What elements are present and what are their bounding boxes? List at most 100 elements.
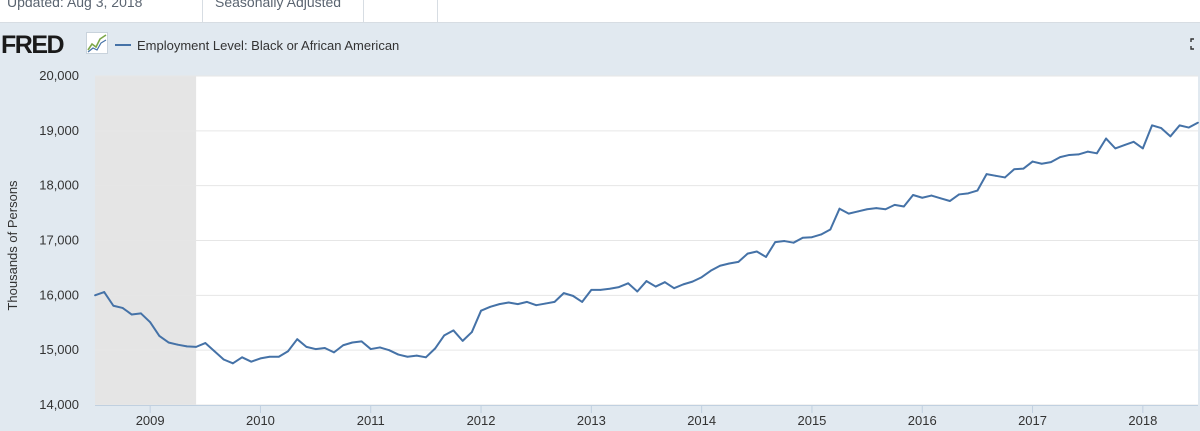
data-point	[1141, 147, 1144, 150]
data-point	[930, 194, 933, 197]
data-point	[847, 212, 850, 215]
data-point	[213, 350, 216, 353]
data-point	[1178, 124, 1181, 127]
data-point	[967, 192, 970, 195]
data-point	[526, 301, 528, 303]
data-point	[323, 347, 326, 349]
data-point	[314, 348, 317, 350]
data-point	[1004, 176, 1006, 179]
data-point	[489, 305, 492, 308]
data-point	[765, 256, 767, 258]
data-point	[985, 173, 988, 176]
data-point	[333, 351, 335, 354]
data-point	[1031, 160, 1034, 163]
data-point	[627, 282, 630, 285]
data-point	[204, 342, 207, 344]
data-point	[618, 286, 620, 289]
y-tick-label: 20,000	[39, 68, 79, 83]
data-point	[1151, 124, 1153, 127]
data-point	[857, 210, 859, 213]
data-point	[572, 294, 574, 297]
expand-icon[interactable]	[1190, 38, 1200, 50]
data-point	[544, 302, 547, 305]
data-point	[397, 353, 400, 356]
data-point	[434, 347, 436, 350]
x-tick-label: 2012	[467, 413, 496, 428]
data-point	[1059, 156, 1062, 159]
data-point	[452, 329, 455, 332]
data-point	[581, 301, 584, 303]
data-point	[360, 340, 363, 343]
data-point	[801, 236, 804, 239]
data-point	[1132, 140, 1135, 143]
updated-date: Updated: Aug 3, 2018	[7, 0, 143, 10]
data-point	[287, 350, 289, 353]
data-point	[516, 303, 519, 306]
data-point	[369, 348, 372, 350]
data-point	[167, 341, 170, 344]
data-point	[1022, 167, 1025, 170]
divider	[437, 0, 438, 22]
data-point	[645, 280, 648, 282]
data-point	[884, 208, 887, 211]
data-point	[535, 304, 538, 307]
data-point	[902, 205, 905, 208]
data-point	[700, 276, 703, 279]
legend-swatch	[115, 44, 131, 46]
data-point	[774, 241, 777, 244]
data-point	[939, 197, 942, 200]
data-point	[470, 331, 473, 333]
data-point	[1095, 152, 1098, 155]
data-point	[259, 357, 262, 360]
data-point	[663, 281, 666, 284]
data-point	[406, 355, 409, 358]
data-point	[719, 264, 721, 267]
data-point	[1123, 144, 1126, 146]
y-tick-label: 14,000	[39, 397, 79, 412]
line-chart[interactable]: 14,000 15,000 16,000 17,000 18,000 19,000 20,0…	[0, 23, 1200, 431]
data-point	[388, 349, 391, 352]
data-point	[507, 301, 510, 304]
data-point	[866, 208, 868, 211]
data-point	[121, 307, 124, 309]
data-point	[755, 250, 758, 253]
top-info-bar: Updated: Aug 3, 2018 Seasonally Adjusted	[0, 0, 1200, 23]
data-point	[838, 207, 841, 210]
data-point	[103, 291, 106, 293]
data-point	[829, 228, 832, 231]
data-point	[277, 355, 280, 358]
data-point	[186, 345, 188, 348]
data-point	[480, 309, 482, 312]
x-tick-label: 2011	[357, 413, 385, 428]
data-point	[654, 285, 657, 288]
x-tick-label: 2017	[1018, 413, 1047, 428]
x-tick-label: 2018	[1128, 413, 1157, 428]
data-point	[994, 174, 997, 177]
data-point	[553, 301, 556, 303]
data-point	[682, 283, 685, 286]
data-point	[176, 343, 179, 346]
data-point	[140, 312, 142, 315]
data-point	[195, 345, 198, 348]
y-tick-label: 16,000	[39, 287, 79, 302]
data-point	[222, 358, 225, 361]
data-point	[498, 303, 501, 306]
data-point	[415, 354, 418, 357]
trend-line-icon	[86, 32, 108, 54]
x-tick-label: 2015	[797, 413, 826, 428]
data-point	[1050, 161, 1052, 163]
data-point	[1105, 137, 1107, 140]
y-axis-label: Thousands of Persons	[5, 180, 20, 311]
fred-logo[interactable]: FRED	[1, 31, 65, 59]
data-point	[728, 262, 731, 265]
data-point	[608, 287, 611, 290]
data-point	[783, 240, 786, 242]
y-tick-label: 17,000	[39, 233, 79, 248]
data-point	[461, 339, 464, 342]
data-point	[130, 313, 133, 316]
x-tick-label: 2014	[687, 413, 716, 428]
legend[interactable]: Employment Level: Black or African Ameri…	[115, 36, 399, 54]
data-point	[599, 288, 602, 291]
data-point	[737, 260, 740, 263]
data-point	[241, 356, 243, 359]
